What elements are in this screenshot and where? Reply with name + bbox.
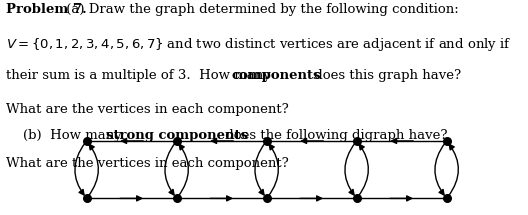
Text: What are the vertices in each component?: What are the vertices in each component?: [6, 157, 289, 170]
Point: [442, 139, 451, 143]
Point: [262, 197, 271, 200]
Text: strong components: strong components: [106, 129, 248, 142]
Text: (b)  How many: (b) How many: [6, 129, 126, 142]
Point: [442, 197, 451, 200]
FancyArrowPatch shape: [268, 144, 278, 196]
FancyArrowPatch shape: [88, 144, 98, 196]
FancyArrowPatch shape: [75, 143, 85, 195]
Text: (a) Draw the graph determined by the following condition:: (a) Draw the graph determined by the fol…: [62, 3, 459, 16]
Point: [352, 197, 361, 200]
Text: components: components: [231, 69, 321, 82]
Text: does the following digraph have?: does the following digraph have?: [221, 129, 447, 142]
Point: [82, 139, 91, 143]
FancyArrowPatch shape: [165, 143, 175, 195]
Point: [82, 197, 91, 200]
Text: $V = \{0,1,2,3,4,5,6,7\}$ and two distinct vertices are adjacent if and only if: $V = \{0,1,2,3,4,5,6,7\}$ and two distin…: [6, 36, 512, 53]
FancyArrowPatch shape: [178, 144, 188, 196]
FancyArrowPatch shape: [345, 143, 355, 195]
FancyArrowPatch shape: [448, 144, 458, 196]
Text: What are the vertices in each component?: What are the vertices in each component?: [6, 103, 289, 116]
Point: [262, 139, 271, 143]
Point: [173, 139, 181, 143]
Point: [352, 139, 361, 143]
FancyArrowPatch shape: [435, 143, 445, 195]
Text: Problem 7.: Problem 7.: [6, 3, 87, 16]
FancyArrowPatch shape: [359, 144, 369, 196]
FancyArrowPatch shape: [255, 143, 265, 195]
Text: their sum is a multiple of 3.  How many: their sum is a multiple of 3. How many: [6, 69, 275, 82]
Point: [173, 197, 181, 200]
Text: does this graph have?: does this graph have?: [310, 69, 461, 82]
